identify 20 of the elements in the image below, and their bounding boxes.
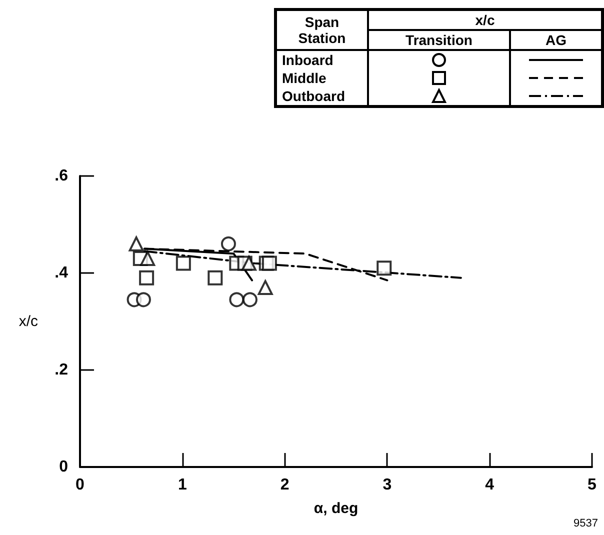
text: Transition <box>368 30 510 50</box>
x-tick-label: 5 <box>588 476 597 494</box>
x-tick-label: 0 <box>76 476 85 494</box>
legend-label: Middle <box>276 69 368 87</box>
x-tick-label: 1 <box>178 476 187 494</box>
legend-title: Span Station <box>276 10 368 50</box>
text: 9537 <box>574 518 598 530</box>
y-tick-label: .2 <box>54 362 68 378</box>
text: x/c <box>368 10 602 30</box>
legend-label: Outboard <box>276 87 368 106</box>
legend-label: Inboard <box>276 50 368 69</box>
x-tick-label: 4 <box>485 476 494 494</box>
x-tick-label: 3 <box>382 476 392 494</box>
text: AG <box>510 30 602 50</box>
x-axis-title: α, deg <box>314 500 358 517</box>
y-axis-title: x/c <box>18 313 38 330</box>
y-tick-label: .6 <box>54 168 68 184</box>
x-tick-label: 2 <box>280 476 290 494</box>
y-tick-label: 0 <box>59 458 68 476</box>
y-tick-label: .4 <box>54 264 68 282</box>
